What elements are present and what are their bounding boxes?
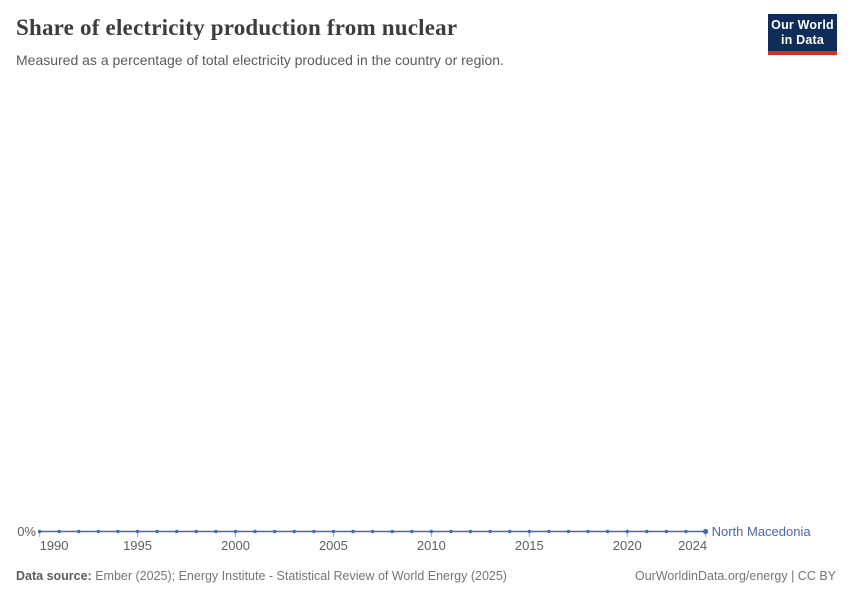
x-tick-label: 2000 [221,538,250,553]
data-point[interactable] [468,529,473,534]
y-tick-label: 0% [17,524,36,539]
data-point[interactable] [214,529,218,534]
footer-citation-link[interactable]: OurWorldinData.org/energy | CC BY [634,569,836,583]
data-point[interactable] [664,529,669,534]
owid-logo-line2: in Data [780,33,825,47]
data-point[interactable] [135,529,140,534]
x-tick-label: 1995 [123,538,152,553]
owid-logo-line1: Our World [771,18,834,32]
data-point[interactable] [605,529,610,534]
data-point[interactable] [351,529,355,534]
data-point[interactable] [175,529,179,534]
data-point[interactable] [155,529,159,534]
data-point[interactable] [312,529,316,534]
data-point[interactable] [77,529,81,534]
data-point[interactable] [390,529,394,534]
chart-footer: Data source: Ember (2025); Energy Instit… [16,568,836,584]
data-point[interactable] [586,529,590,534]
x-tick-label: 2005 [319,538,348,553]
data-point[interactable] [703,528,709,535]
data-point[interactable] [57,529,61,534]
data-source-label: Data source: [16,569,92,583]
plot-area: 1990 1995 2000 2005 2010 2015 2020 2024 0% North … [17,524,812,553]
x-tick-label: 2015 [515,538,544,553]
data-point[interactable] [253,529,257,534]
x-tick-label: 1990 [40,538,69,553]
data-point[interactable] [566,529,571,534]
chart-subtitle: Measured as a percentage of total electr… [16,52,504,68]
data-point[interactable] [488,529,492,534]
data-point[interactable] [410,529,414,534]
data-point[interactable] [527,529,532,534]
data-point[interactable] [37,529,42,534]
data-point[interactable] [116,529,120,534]
data-point[interactable] [429,529,434,534]
data-point[interactable] [194,529,199,534]
data-point[interactable] [233,529,238,534]
data-point[interactable] [449,529,453,534]
data-source-text: Ember (2025); Energy Institute - Statist… [91,569,507,583]
data-point[interactable] [292,529,296,534]
data-point[interactable] [645,529,649,534]
owid-logo[interactable]: Our World in Data [768,14,837,55]
data-point[interactable] [272,529,277,534]
chart-title: Share of electricity production from nuc… [16,15,458,40]
entity-label[interactable]: North Macedonia [712,524,812,539]
x-tick-label: 2024 [678,538,707,553]
data-point[interactable] [508,529,512,534]
x-tick-label: 2010 [417,538,446,553]
data-point[interactable] [331,529,336,534]
data-point[interactable] [625,529,629,534]
data-point[interactable] [96,529,101,534]
data-point[interactable] [684,529,688,534]
data-source-note: Data source: Ember (2025); Energy Instit… [16,568,507,584]
data-point[interactable] [370,529,375,534]
data-point[interactable] [547,529,551,534]
x-tick-label: 2020 [613,538,642,553]
